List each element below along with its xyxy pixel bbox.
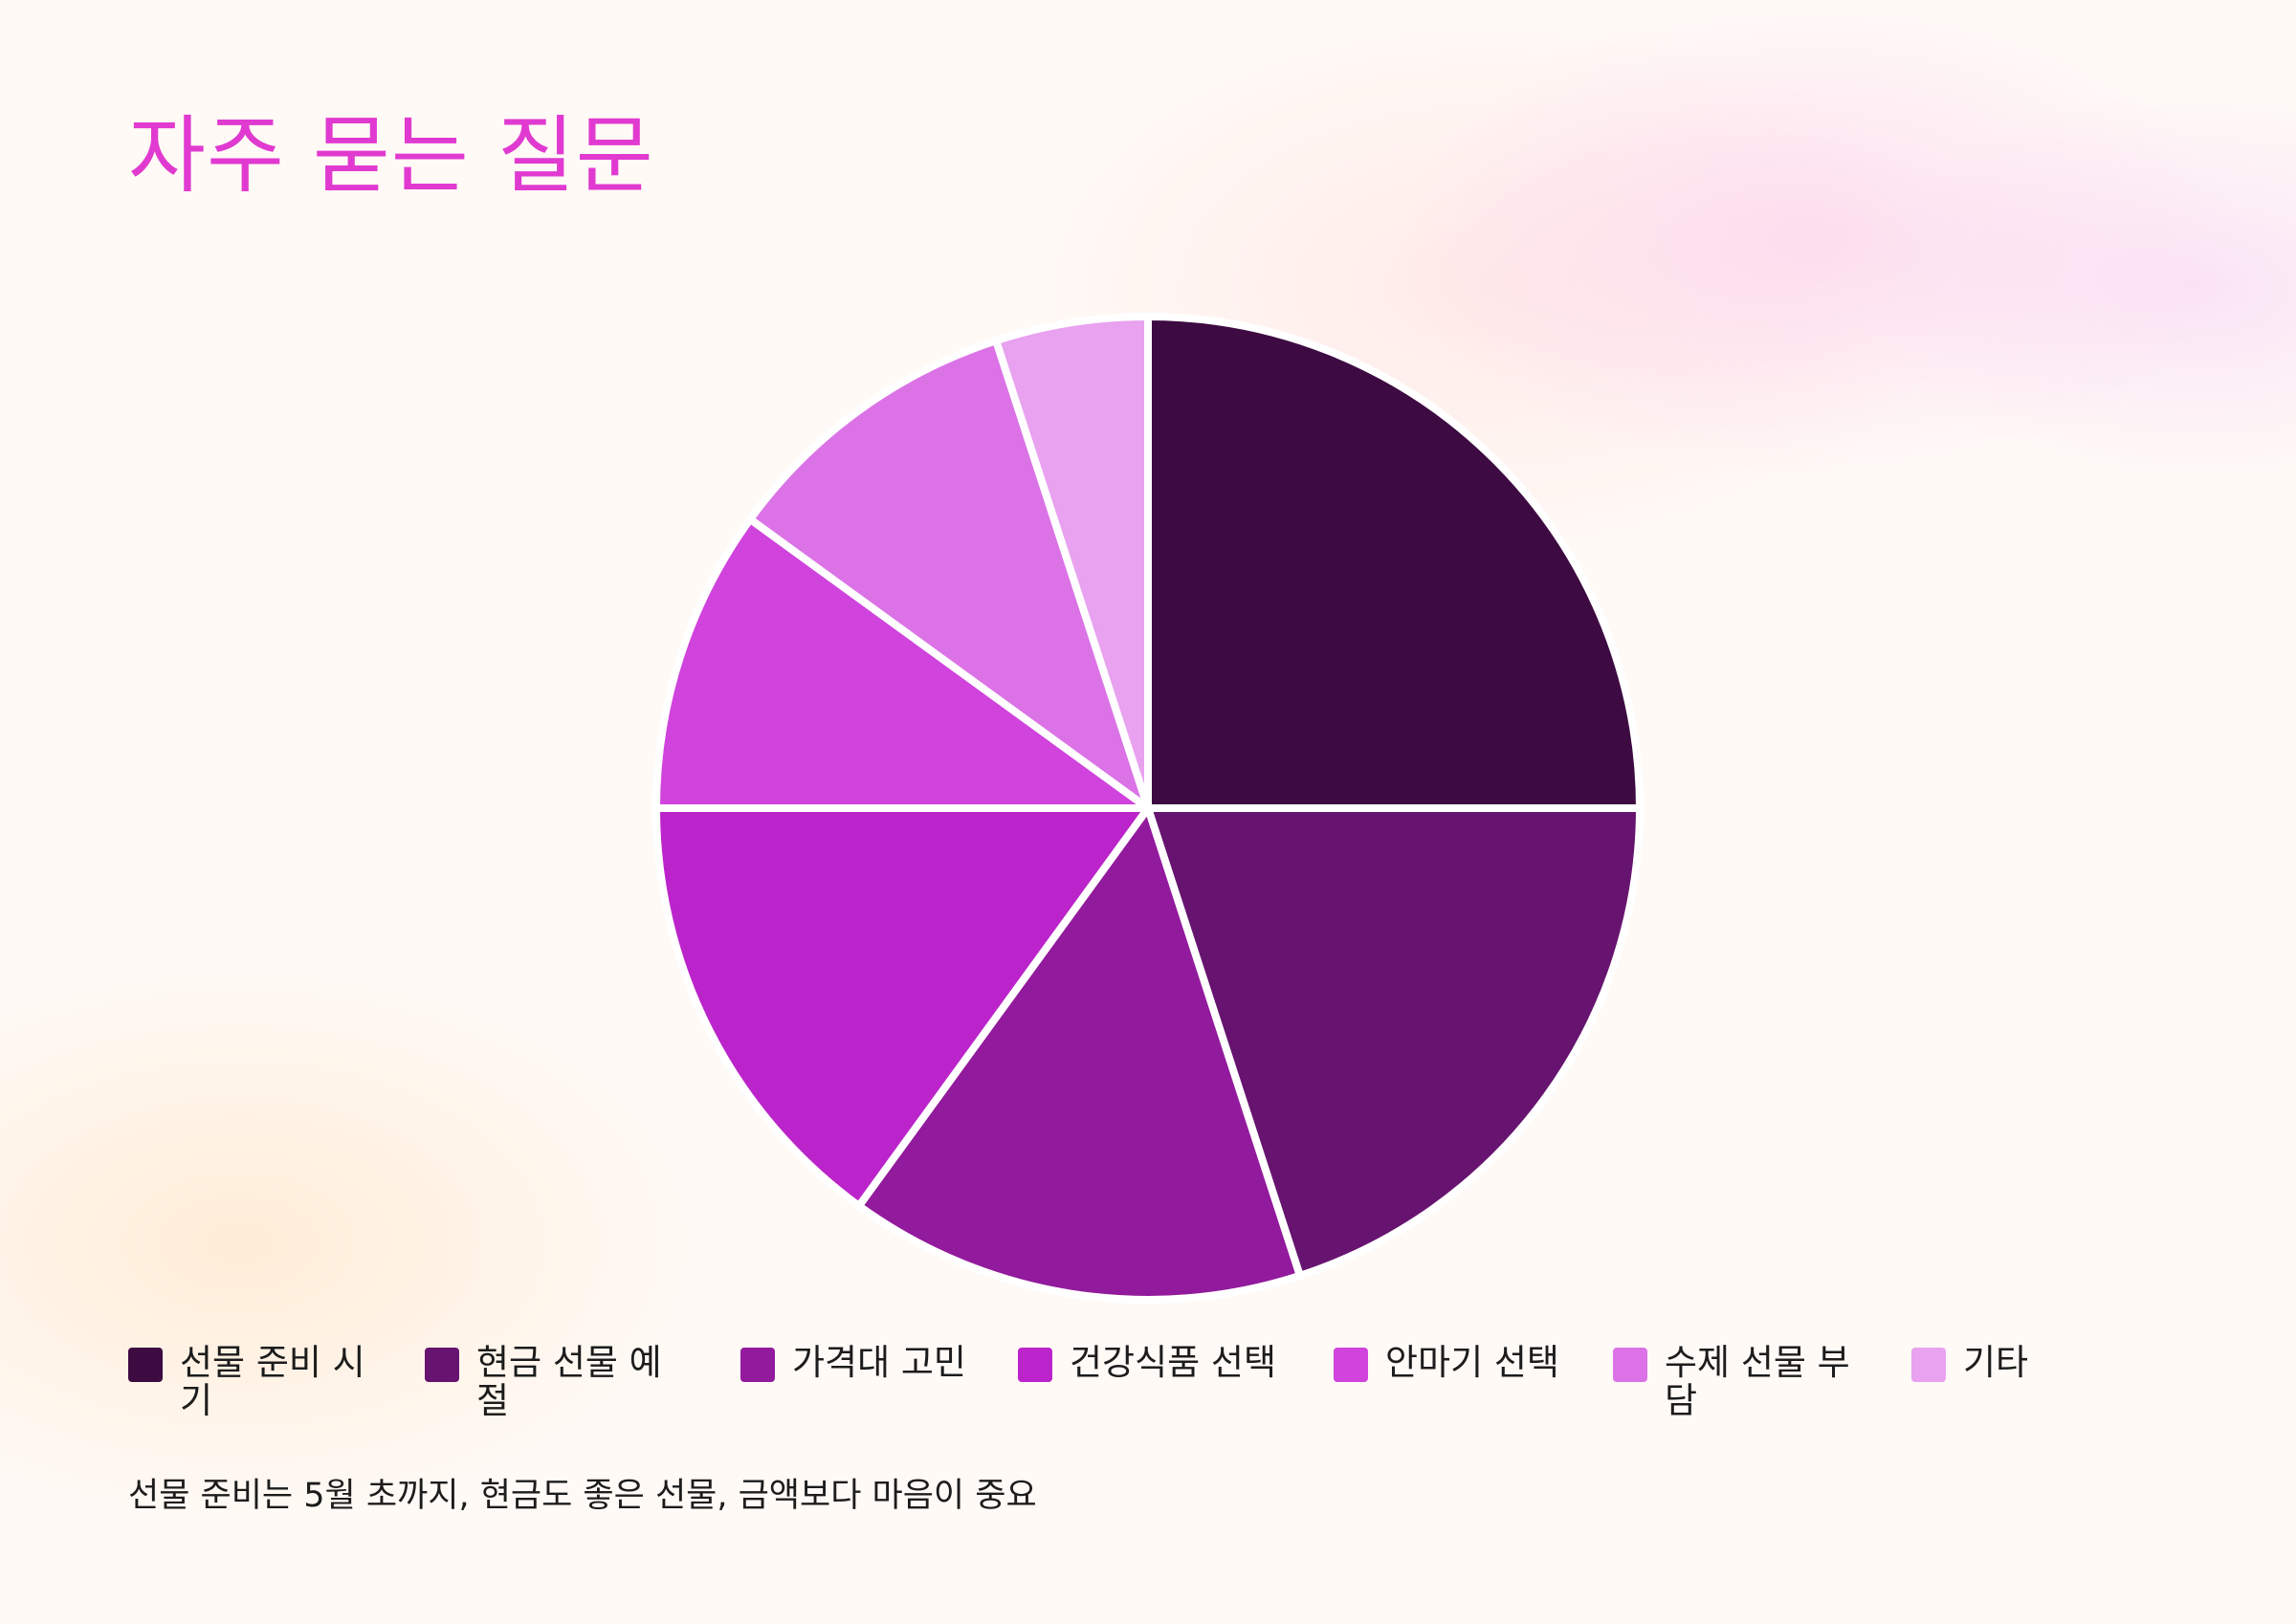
pie-slice-6[interactable] [746,337,1152,812]
legend-swatch [128,1348,163,1382]
legend-item: 수제 선물 부담 [1613,1344,1870,1420]
pie-slice-1[interactable] [1144,313,1644,812]
footnote: 선물 준비는 5월 초까지, 현금도 좋은 선물, 금액보다 마음이 중요 [128,1477,1037,1515]
chart-legend: 선물 준비 시기 현금 선물 예절 가격대 고민 건강식품 선택 안마기 선택 수제 선물… [128,1344,2233,1449]
legend-label: 수제 선물 부담 [1665,1342,1850,1421]
legend-label: 현금 선물 예절 [476,1342,662,1421]
legend-item: 기타 [1911,1344,2078,1382]
legend-label: 건강식품 선택 [1070,1342,1277,1383]
legend-label: 기타 [1963,1342,2029,1383]
legend-label: 가격대 고민 [792,1342,966,1383]
legend-label: 선물 준비 시기 [180,1342,365,1421]
legend-item: 안마기 선택 [1334,1344,1586,1382]
page-title: 자주 묻는 질문 [128,106,654,205]
pie-slice-4[interactable] [652,804,1152,1210]
legend-swatch [425,1348,459,1382]
pie-chart [652,313,1644,1304]
legend-swatch [1018,1348,1052,1382]
pie-slice-3[interactable] [854,804,1304,1304]
legend-item: 선물 준비 시기 [128,1344,376,1420]
legend-swatch [1911,1348,1946,1382]
legend-label: 안마기 선택 [1385,1342,1559,1383]
legend-swatch [1334,1348,1368,1382]
legend-item: 가격대 고민 [740,1344,993,1382]
pie-slice-2[interactable] [1144,804,1644,1280]
legend-swatch [740,1348,775,1382]
legend-swatch [1613,1348,1647,1382]
pie-slice-5[interactable] [652,515,1152,812]
pie-slice-7[interactable] [992,313,1152,812]
legend-item: 건강식품 선택 [1018,1344,1299,1382]
legend-item: 현금 선물 예절 [425,1344,682,1420]
